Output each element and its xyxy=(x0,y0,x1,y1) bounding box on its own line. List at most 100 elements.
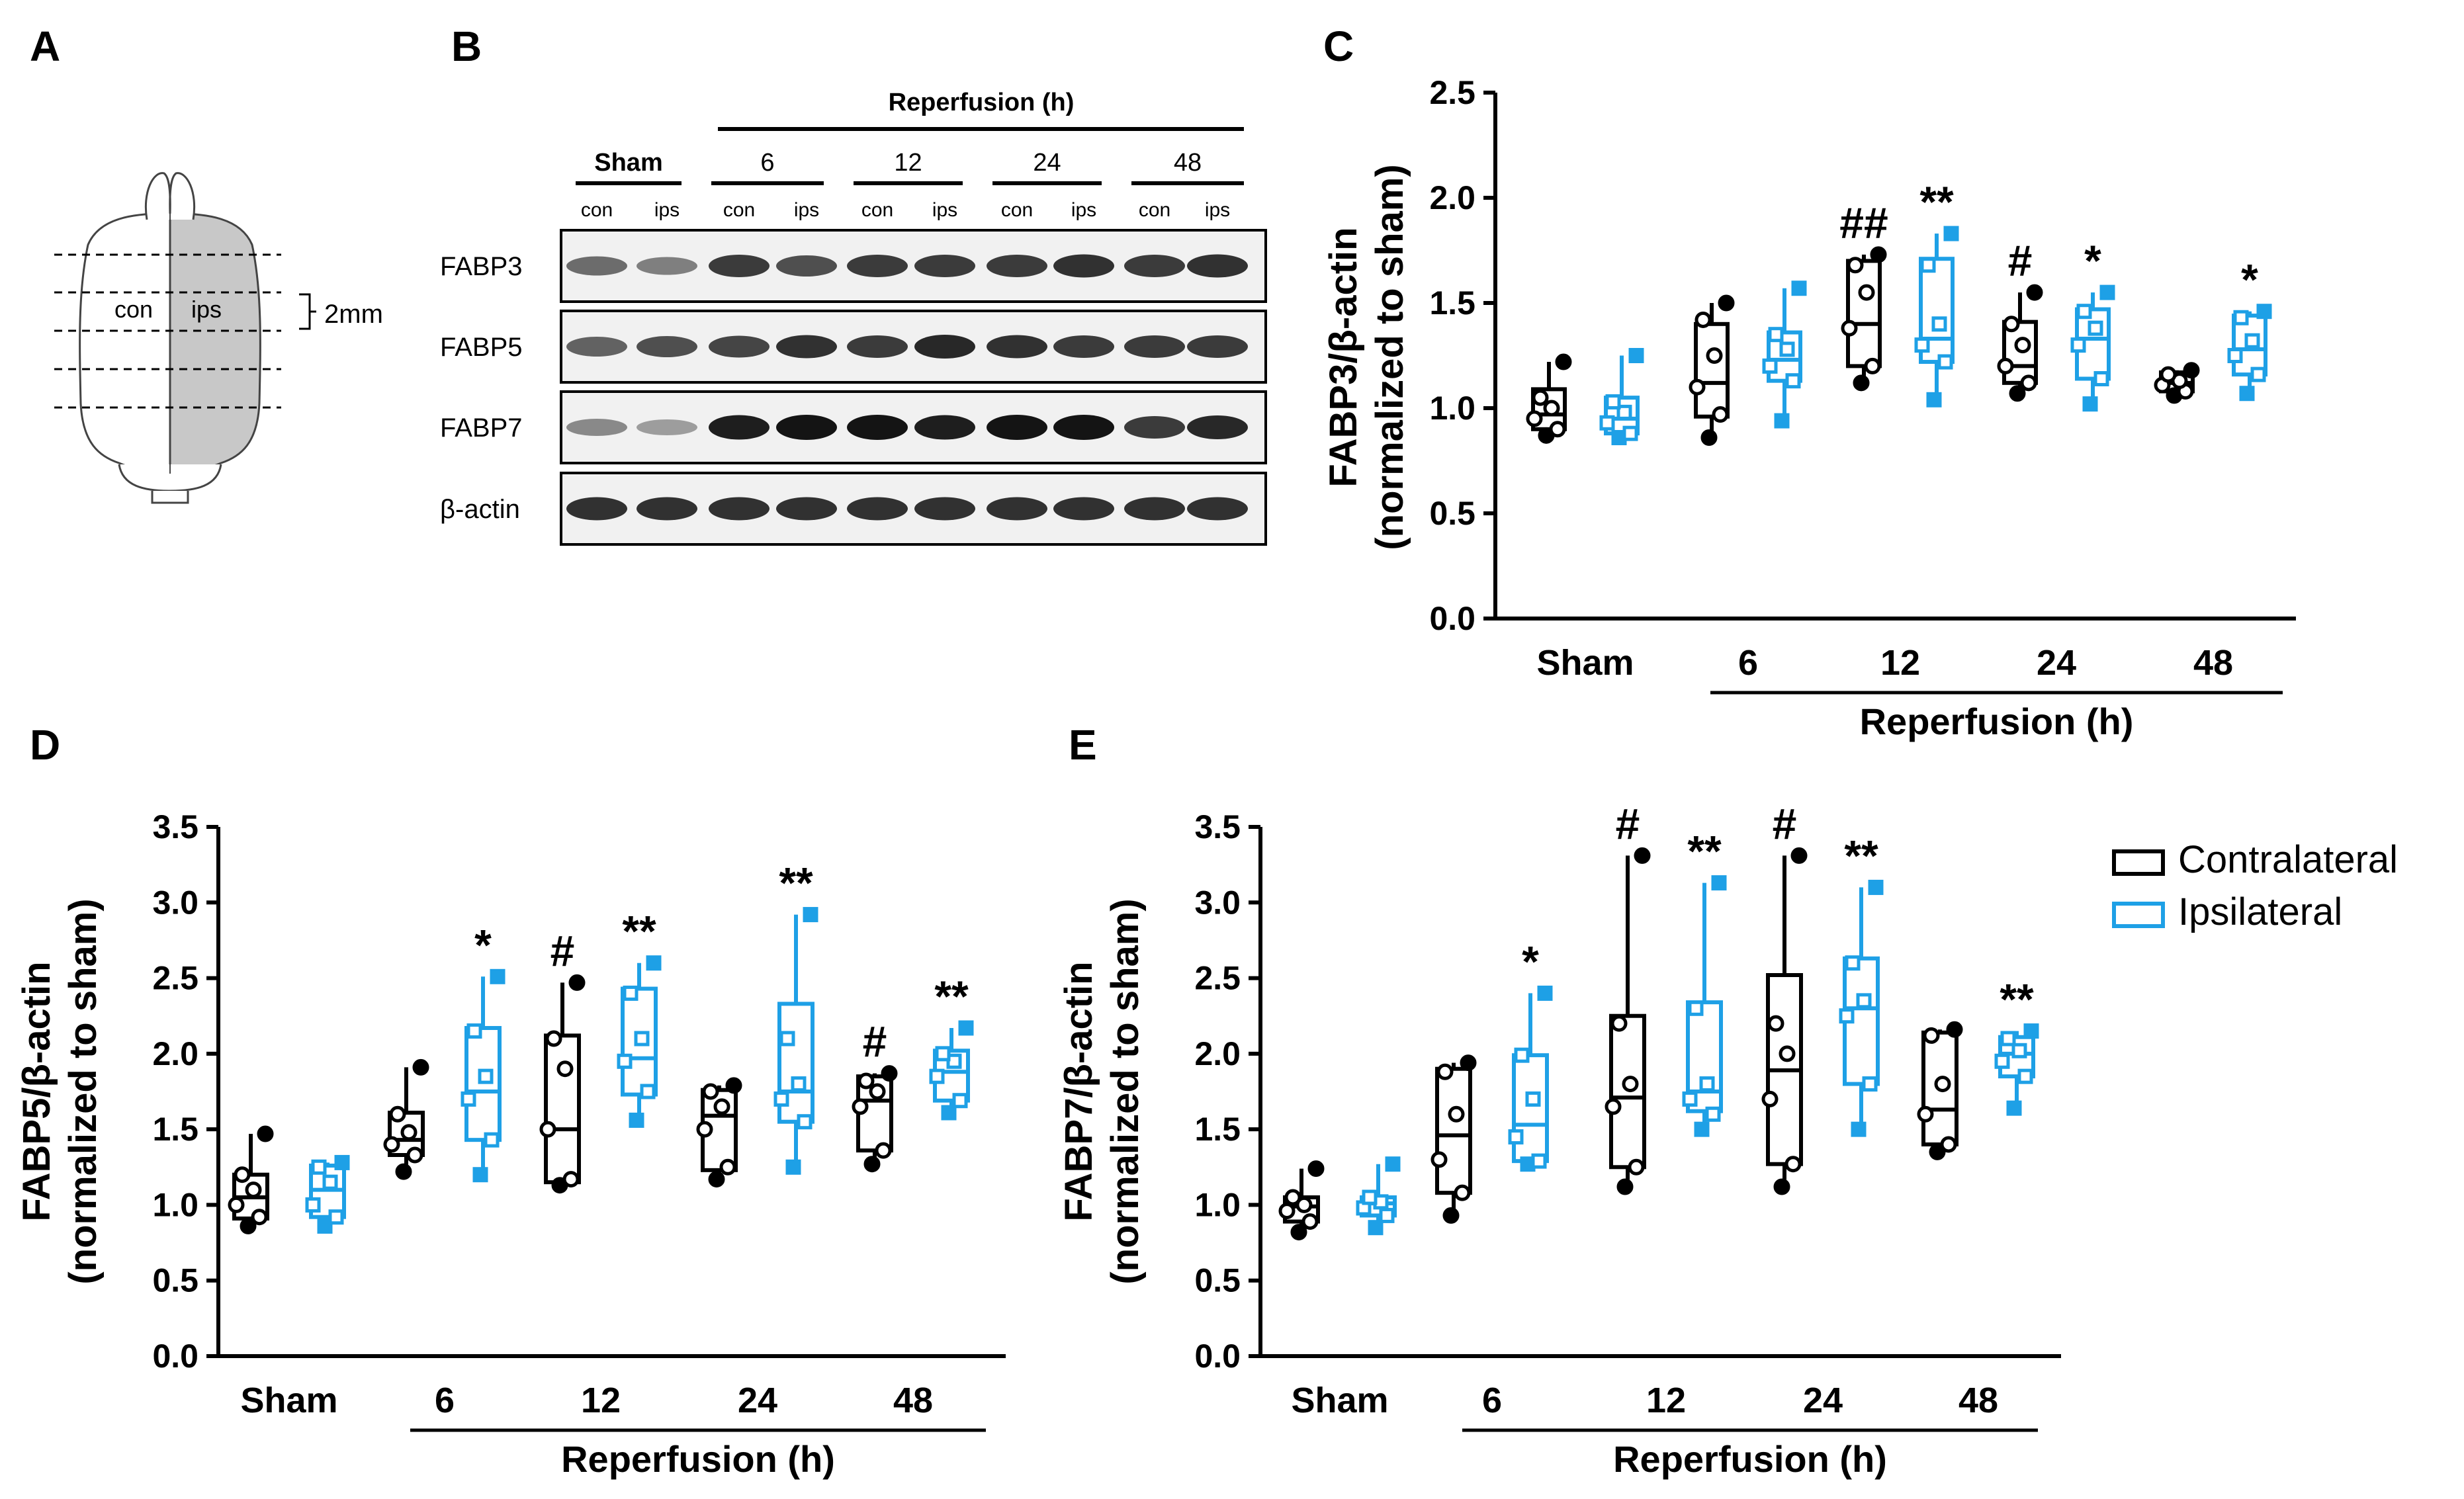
y-tick-label: 2.0 xyxy=(1429,179,1475,216)
data-point xyxy=(545,1030,562,1047)
data-point xyxy=(490,968,506,984)
data-point xyxy=(400,1124,418,1141)
data-point xyxy=(1768,327,1784,343)
panel-letter-d: D xyxy=(30,721,60,769)
data-point xyxy=(1937,354,1953,370)
data-point xyxy=(1284,1189,1301,1206)
data-point xyxy=(634,1031,650,1047)
data-point xyxy=(713,1098,730,1115)
box-contralateral xyxy=(1605,847,1651,1195)
blot-band xyxy=(776,415,837,440)
blot-lane-label: ips xyxy=(1071,199,1096,221)
panel-letter-b: B xyxy=(451,22,482,70)
blot-band xyxy=(847,497,908,521)
data-point xyxy=(702,1083,719,1100)
blot-band xyxy=(847,415,908,440)
data-point xyxy=(1532,389,1549,406)
significance-marker: # xyxy=(550,926,575,975)
data-point xyxy=(2017,1068,2033,1084)
y-tick-label: 3.5 xyxy=(1194,808,1241,845)
data-point xyxy=(1926,392,1942,407)
box-iqr xyxy=(1609,1013,1646,1170)
x-tick-label: Sham xyxy=(1536,643,1634,683)
box-contralateral xyxy=(1689,294,1735,447)
box-contralateral xyxy=(228,1125,274,1234)
blot-band xyxy=(914,497,975,521)
y-tick-label: 0.5 xyxy=(1194,1262,1241,1299)
legend-label-ipsilateral: Ipsilateral xyxy=(2178,890,2342,933)
box-iqr xyxy=(2232,314,2267,377)
data-point xyxy=(2082,396,2098,412)
data-point xyxy=(322,1174,338,1190)
blot-row-label: FABP5 xyxy=(440,333,523,362)
legend: Contralateral Ipsilateral xyxy=(2112,838,2398,933)
significance-marker: ## xyxy=(1839,198,1888,247)
data-point xyxy=(1791,280,1807,296)
blot-lane-label: ips xyxy=(794,199,819,221)
data-point xyxy=(2227,348,2243,363)
box-iqr xyxy=(1686,1000,1723,1113)
data-point xyxy=(2239,386,2255,402)
data-point xyxy=(1762,358,1778,374)
x-tick-label: 6 xyxy=(1482,1381,1502,1420)
data-point xyxy=(1773,1178,1790,1195)
significance-marker: * xyxy=(2084,236,2101,285)
data-point xyxy=(472,1167,488,1183)
x-tick-label: 6 xyxy=(1738,643,1758,683)
blot-group-label: Sham xyxy=(594,149,662,177)
x-tick-label: 48 xyxy=(1958,1381,1998,1420)
data-point xyxy=(1616,404,1632,420)
western-blot: Reperfusion (h) Sham 6 12 24 48 con ips con ips… xyxy=(440,89,1267,546)
data-point xyxy=(1997,357,2014,374)
blot-reperfusion-header: Reperfusion (h) xyxy=(889,89,1075,116)
data-point xyxy=(2256,304,2272,320)
x-group-label: Reperfusion (h) xyxy=(561,1438,835,1480)
box-iqr xyxy=(2002,320,2038,385)
data-point xyxy=(725,1077,742,1094)
data-point xyxy=(2088,320,2103,336)
x-tick-label: 48 xyxy=(2193,643,2233,683)
y-tick-label: 2.5 xyxy=(1194,960,1241,997)
panel-letter-e: E xyxy=(1069,721,1097,769)
data-point xyxy=(1845,955,1861,971)
data-point xyxy=(719,1158,736,1176)
data-point xyxy=(395,1163,412,1180)
data-point xyxy=(1785,373,1801,389)
blot-band xyxy=(776,335,837,359)
significance-marker: # xyxy=(1616,799,1640,848)
blot-band xyxy=(847,335,908,358)
x-tick-label: 6 xyxy=(435,1381,455,1420)
data-point xyxy=(1525,1091,1541,1107)
data-point xyxy=(1605,1098,1622,1115)
data-point xyxy=(617,1053,633,1069)
data-point xyxy=(539,1121,556,1138)
y-tick-label: 2.0 xyxy=(152,1035,198,1072)
blot-band xyxy=(1053,335,1114,358)
box-ipsilateral xyxy=(1682,875,1727,1137)
data-point xyxy=(785,1159,801,1175)
olfactory-bulbs xyxy=(144,172,196,220)
con-label: con xyxy=(114,296,153,323)
data-point xyxy=(568,974,586,991)
blot-group-label: 6 xyxy=(760,149,774,177)
box-iqr xyxy=(621,986,658,1097)
blot-lane-label: ips xyxy=(932,199,957,221)
y-tick-label: 1.0 xyxy=(1194,1186,1241,1223)
y-tick-label: 2.5 xyxy=(1429,74,1475,111)
significance-marker: ** xyxy=(2000,975,2034,1024)
data-point xyxy=(1555,353,1572,370)
x-tick-label: 12 xyxy=(581,1381,621,1420)
blot-band xyxy=(1053,415,1114,440)
data-point xyxy=(1514,1047,1530,1063)
data-point xyxy=(863,1156,881,1173)
blot-band xyxy=(637,419,697,435)
blot-group-label: 12 xyxy=(894,149,922,177)
box-iqr xyxy=(1694,321,1730,419)
blot-band xyxy=(566,419,627,436)
data-point xyxy=(311,1159,327,1175)
data-point xyxy=(1870,246,1887,263)
data-point xyxy=(1914,337,1930,353)
box-iqr xyxy=(1919,257,1955,364)
box-ipsilateral xyxy=(2227,304,2272,402)
data-point xyxy=(696,1121,713,1138)
